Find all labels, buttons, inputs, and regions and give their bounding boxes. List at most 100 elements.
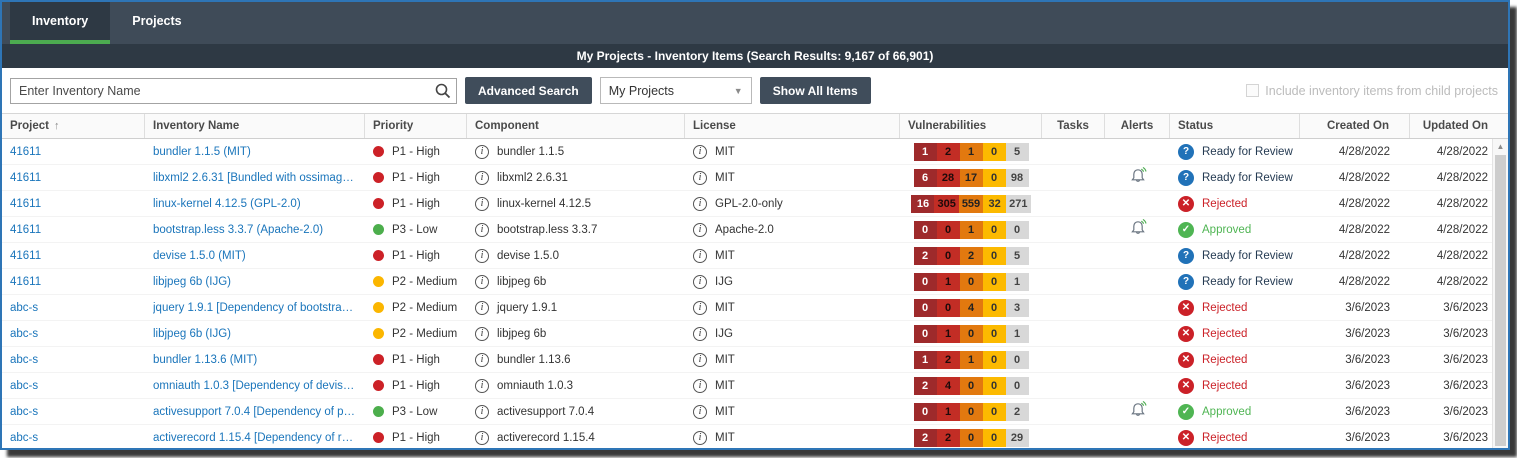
inventory-name-link[interactable]: bundler 1.13.6 (MIT) [153,353,258,366]
table-row[interactable]: abc-s jquery 1.9.1 [Dependency of bootstr… [2,295,1508,321]
info-icon[interactable]: i [475,222,489,237]
table-row[interactable]: abc-s activerecord 1.15.4 [Dependency of … [2,425,1508,448]
inventory-name-link[interactable]: jquery 1.9.1 [Dependency of bootstrap.le… [153,301,357,314]
info-icon[interactable]: i [475,170,489,185]
info-icon[interactable]: i [693,222,707,237]
project-link[interactable]: abc-s [10,327,39,340]
inventory-name-link[interactable]: omniauth 1.0.3 [Dependency of devise 1.5… [153,379,357,392]
tab-projects[interactable]: Projects [110,2,203,44]
info-icon[interactable]: i [693,326,707,341]
table-row[interactable]: abc-s omniauth 1.0.3 [Dependency of devis… [2,373,1508,399]
info-icon[interactable]: i [475,274,489,289]
info-icon[interactable]: i [693,274,707,289]
alert-bell-icon[interactable] [1128,400,1148,423]
info-icon[interactable]: i [475,300,489,315]
info-icon[interactable]: i [693,144,707,159]
info-icon[interactable]: i [693,170,707,185]
info-icon[interactable]: i [693,378,707,393]
column-header-updated-on[interactable]: Updated On [1410,114,1508,138]
inventory-name-link[interactable]: devise 1.5.0 (MIT) [153,249,246,262]
inventory-name-link[interactable]: bundler 1.1.5 (MIT) [153,145,251,158]
alert-bell-icon[interactable] [1128,218,1148,241]
info-icon[interactable]: i [475,404,489,419]
tab-inventory[interactable]: Inventory [10,2,111,44]
inventory-name-link[interactable]: activesupport 7.0.4 [Dependency of paper… [153,405,357,418]
info-icon[interactable]: i [475,326,489,341]
inventory-name-link[interactable]: linux-kernel 4.12.5 (GPL-2.0) [153,197,301,210]
column-header-created-on[interactable]: Created On [1300,114,1410,138]
project-link[interactable]: abc-s [10,379,39,392]
vulnerability-severity-bar[interactable]: 2 2 0 0 29 [904,428,1038,447]
info-icon[interactable]: i [693,196,707,211]
column-header-vulnerabilities[interactable]: Vulnerabilities [900,114,1042,138]
project-link[interactable]: 41611 [10,197,42,210]
status-cell: ✕ Rejected [1170,191,1300,216]
column-header-status[interactable]: Status [1170,114,1300,138]
column-header-tasks[interactable]: Tasks [1042,114,1105,138]
scrollbar-up-arrow-icon[interactable]: ▲ [1496,142,1505,151]
alert-bell-icon[interactable] [1128,166,1148,189]
info-icon[interactable]: i [475,144,489,159]
table-row[interactable]: abc-s bundler 1.13.6 (MIT) P1 - High i bundl… [2,347,1508,373]
advanced-search-button[interactable]: Advanced Search [465,77,592,104]
inventory-name-link[interactable]: libxml2 2.6.31 [Bundled with ossimage 7.… [153,171,357,184]
table-row[interactable]: 41611 libjpeg 6b (IJG) P2 - Medium i libjpeg… [2,269,1508,295]
project-scope-select[interactable]: My Projects ▼ [599,77,752,104]
info-icon[interactable]: i [475,248,489,263]
column-header-license[interactable]: License [685,114,900,138]
inventory-name-link[interactable]: bootstrap.less 3.3.7 (Apache-2.0) [153,223,324,236]
info-icon[interactable]: i [693,430,707,445]
table-row[interactable]: abc-s activesupport 7.0.4 [Dependency of … [2,399,1508,425]
column-header-alerts[interactable]: Alerts [1105,114,1170,138]
column-header-component[interactable]: Component [467,114,685,138]
project-link[interactable]: 41611 [10,275,42,288]
project-link[interactable]: 41611 [10,249,42,262]
project-link[interactable]: abc-s [10,353,39,366]
show-all-items-button[interactable]: Show All Items [759,77,871,104]
column-header-inventory-name[interactable]: Inventory Name [145,114,365,138]
inventory-name-link[interactable]: libjpeg 6b (IJG) [153,327,231,340]
info-icon[interactable]: i [693,300,707,315]
column-header-priority[interactable]: Priority [365,114,467,138]
project-link[interactable]: 41611 [10,223,42,236]
project-link[interactable]: abc-s [10,301,39,314]
vulnerability-severity-bar[interactable]: 16 305 559 32 271 [904,194,1038,213]
table-row[interactable]: 41611 libxml2 2.6.31 [Bundled with ossima… [2,165,1508,191]
info-icon[interactable]: i [475,196,489,211]
project-link[interactable]: abc-s [10,405,39,418]
project-link[interactable]: 41611 [10,145,42,158]
info-icon[interactable]: i [693,352,707,367]
info-icon[interactable]: i [475,430,489,445]
inventory-name-link[interactable]: libjpeg 6b (IJG) [153,275,231,288]
table-row[interactable]: 41611 linux-kernel 4.12.5 (GPL-2.0) P1 - H… [2,191,1508,217]
table-row[interactable]: abc-s libjpeg 6b (IJG) P2 - Medium i libjpeg… [2,321,1508,347]
child-projects-checkbox[interactable] [1246,84,1260,97]
project-link[interactable]: 41611 [10,171,42,184]
table-row[interactable]: 41611 devise 1.5.0 (MIT) P1 - High i devise … [2,243,1508,269]
scrollbar-thumb[interactable] [1495,155,1506,446]
info-icon[interactable]: i [475,352,489,367]
search-icon[interactable] [434,82,452,100]
inventory-name-link[interactable]: activerecord 1.15.4 [Dependency of rails… [153,431,357,444]
column-header-project[interactable]: Project ↑ [2,114,145,138]
table-row[interactable]: 41611 bundler 1.1.5 (MIT) P1 - High i bundle… [2,139,1508,165]
info-icon[interactable]: i [693,404,707,419]
vulnerability-count-badge: 6 [913,168,937,187]
search-input[interactable] [10,77,457,104]
vulnerability-severity-bar[interactable]: 6 28 17 0 98 [904,168,1038,187]
project-link[interactable]: abc-s [10,431,39,444]
vertical-scrollbar[interactable]: ▲ [1492,139,1508,448]
table-row[interactable]: 41611 bootstrap.less 3.3.7 (Apache-2.0) P3… [2,217,1508,243]
info-icon[interactable]: i [693,248,707,263]
info-icon[interactable]: i [475,378,489,393]
